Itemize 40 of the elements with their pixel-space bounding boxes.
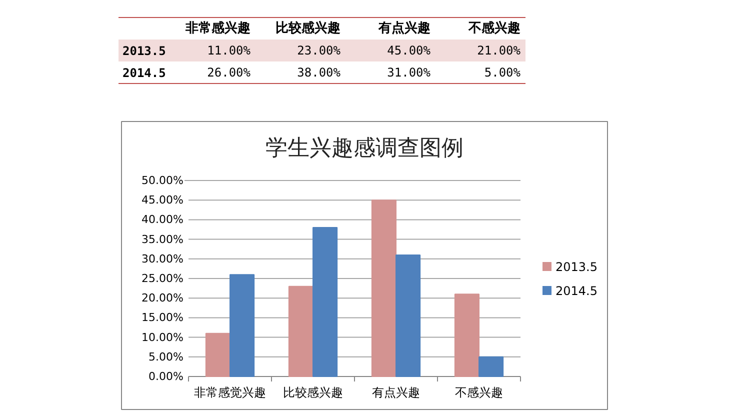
data-label: 45.00% (387, 44, 432, 58)
y-tick-label: 0.00% (148, 370, 184, 383)
y-tick-label: 20.00% (142, 292, 184, 305)
x-tick-label: 有点兴趣 (372, 386, 420, 400)
legend-label: 2014.5 (556, 284, 598, 298)
y-tick-label: 45.00% (142, 194, 184, 207)
bar (371, 200, 396, 377)
data-label: 5.00% (484, 66, 522, 80)
data-label: 26.00% (207, 66, 252, 80)
data-label: 11.00% (207, 44, 252, 58)
y-tick-label: 5.00% (148, 350, 184, 364)
bar (205, 332, 230, 377)
bar (396, 254, 421, 377)
y-tick-label: 40.00% (142, 213, 184, 226)
text: 2014.5 (122, 66, 166, 80)
bar (230, 274, 255, 377)
y-tick-label: 25.00% (142, 272, 184, 285)
y-tick-label: 30.00% (142, 252, 184, 266)
data-label: 21.00% (477, 44, 522, 58)
bar (312, 227, 338, 377)
y-tick-label: 10.00% (142, 330, 184, 344)
text: 2013.5 (122, 44, 166, 58)
data-label: 23.00% (297, 44, 342, 58)
bar (288, 286, 314, 377)
text: 有点兴趣 (378, 20, 430, 36)
y-tick-label: 35.00% (142, 232, 184, 246)
y-tick-label: 15.00% (142, 311, 184, 324)
bar (478, 356, 504, 377)
bar (454, 294, 480, 377)
data-label: 31.00% (387, 66, 432, 80)
text: 不感兴趣 (468, 20, 520, 36)
legend-label: 2013.5 (556, 260, 598, 274)
text: 比较感兴趣 (276, 20, 340, 36)
x-tick-label: 不感兴趣 (455, 386, 503, 400)
chart-title: 学生兴趣感调查图例 (266, 136, 464, 161)
y-tick-label: 50.00% (142, 174, 184, 187)
x-tick-label: 非常感觉兴趣 (194, 386, 266, 400)
text: 非常感兴趣 (184, 20, 250, 36)
data-label: 38.00% (297, 66, 342, 80)
x-tick-label: 比较感兴趣 (283, 386, 343, 400)
